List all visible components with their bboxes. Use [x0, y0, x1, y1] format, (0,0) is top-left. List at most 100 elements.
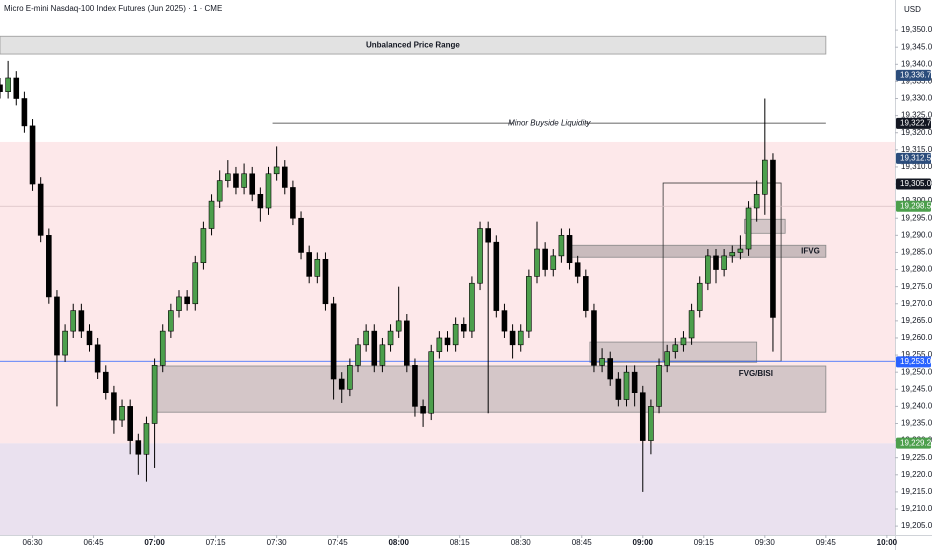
zone-label: Unbalanced Price Range — [366, 40, 460, 49]
y-tick-label: 19,350.00 — [901, 25, 932, 34]
x-tick-label: 07:30 — [267, 538, 288, 547]
y-tick-label: 19,290.00 — [901, 230, 932, 239]
candle-body — [583, 276, 589, 311]
candle-body — [729, 252, 736, 257]
candle-body — [192, 262, 199, 305]
candle-body — [623, 371, 630, 400]
y-tick-label: 19,225.00 — [901, 453, 932, 462]
price-label: 19,305.00 — [900, 179, 932, 188]
candle-body — [509, 330, 516, 346]
x-tick-label: 09:15 — [694, 538, 715, 547]
candle-body — [46, 235, 52, 298]
candle-body — [705, 255, 711, 284]
candle-body — [298, 217, 304, 253]
y-tick-label: 19,265.00 — [901, 316, 932, 325]
y-tick-label: 19,320.00 — [901, 128, 932, 137]
candle-body — [54, 296, 60, 356]
candle-body — [404, 320, 410, 366]
candle-body — [542, 248, 548, 270]
candle-body — [363, 330, 369, 346]
x-tick-label: 08:30 — [511, 538, 532, 547]
y-tick-label: 19,295.00 — [901, 213, 932, 222]
y-tick-label: 19,335.00 — [901, 77, 932, 86]
candle-body — [306, 252, 312, 277]
candle-body — [639, 392, 646, 441]
y-tick-label: 19,310.00 — [901, 162, 932, 171]
price-label-bg — [896, 178, 931, 190]
price-label-bg — [896, 152, 931, 164]
candle-body — [371, 330, 378, 366]
candle-body — [29, 125, 36, 185]
candle-body — [615, 378, 622, 400]
candle-body — [444, 337, 451, 346]
candle-body — [469, 282, 475, 332]
y-tick-label: 19,240.00 — [901, 401, 932, 410]
candle-body — [713, 255, 719, 270]
y-tick-label: 19,340.00 — [901, 59, 932, 68]
x-tick-label: 07:00 — [144, 538, 165, 547]
y-tick-label: 19,330.00 — [901, 94, 932, 103]
candle-body — [753, 193, 760, 209]
candle-body — [159, 330, 166, 366]
x-tick-label: 09:45 — [816, 538, 837, 547]
candle-body — [347, 365, 353, 390]
candle-body — [78, 310, 85, 332]
line-label: Minor Buyside Liquidity — [508, 118, 591, 127]
candle-body — [485, 228, 491, 243]
candle-body — [127, 406, 133, 441]
candle-body — [566, 235, 573, 264]
candle-body — [200, 228, 207, 264]
x-tick-label: 06:30 — [23, 538, 44, 547]
y-tick-label: 19,285.00 — [901, 248, 932, 257]
candle-body — [428, 351, 435, 414]
candle-body — [534, 248, 540, 277]
y-tick-label: 19,315.00 — [901, 145, 932, 154]
candle-body — [5, 77, 11, 92]
candle-body — [517, 330, 524, 346]
candle-body — [111, 392, 117, 421]
candle-body — [648, 406, 654, 441]
candle-body — [737, 248, 744, 253]
candle-body — [762, 159, 768, 195]
zone-label: FVG/BISI — [739, 369, 773, 378]
x-tick-label: 08:00 — [388, 538, 409, 547]
y-tick-label: 19,300.00 — [901, 196, 932, 205]
candle-body — [770, 159, 776, 318]
candle-body — [591, 310, 597, 366]
y-tick-label: 19,205.00 — [901, 521, 932, 530]
zone — [0, 35, 827, 55]
y-tick-label: 19,250.00 — [901, 367, 932, 376]
plot-area — [0, 35, 895, 535]
price-label-bg — [896, 356, 931, 368]
candle-body — [37, 183, 44, 236]
x-tick-label: 06:45 — [84, 538, 105, 547]
candle-body — [436, 337, 443, 352]
x-tick-label: 08:15 — [450, 538, 471, 547]
x-tick-label: 08:45 — [572, 538, 593, 547]
price-label: 19,322.75 — [900, 118, 932, 127]
candle-body — [493, 241, 500, 311]
candle-body — [330, 303, 337, 380]
candle-body — [696, 282, 703, 311]
y-tick-label: 19,210.00 — [901, 504, 932, 513]
candle-body — [387, 330, 394, 346]
candle-body — [94, 344, 101, 373]
y-tick-label: 19,245.00 — [901, 384, 932, 393]
candle-body — [656, 365, 662, 407]
candle-body — [21, 98, 28, 127]
y-tick-label: 19,260.00 — [901, 333, 932, 342]
candle-body — [501, 310, 508, 332]
candle-body — [379, 344, 386, 366]
x-tick-label: 09:30 — [755, 538, 776, 547]
price-label-bg — [896, 117, 931, 129]
price-label: 19,253.00 — [900, 357, 932, 366]
y-tick-label: 19,345.00 — [901, 42, 932, 51]
x-tick-label: 07:15 — [206, 538, 227, 547]
candle-body — [13, 77, 20, 99]
label-bg — [513, 118, 586, 129]
candle-body — [680, 337, 687, 346]
candle-body — [420, 406, 426, 414]
candle-body — [688, 310, 695, 339]
y-tick-label: 19,270.00 — [901, 299, 932, 308]
